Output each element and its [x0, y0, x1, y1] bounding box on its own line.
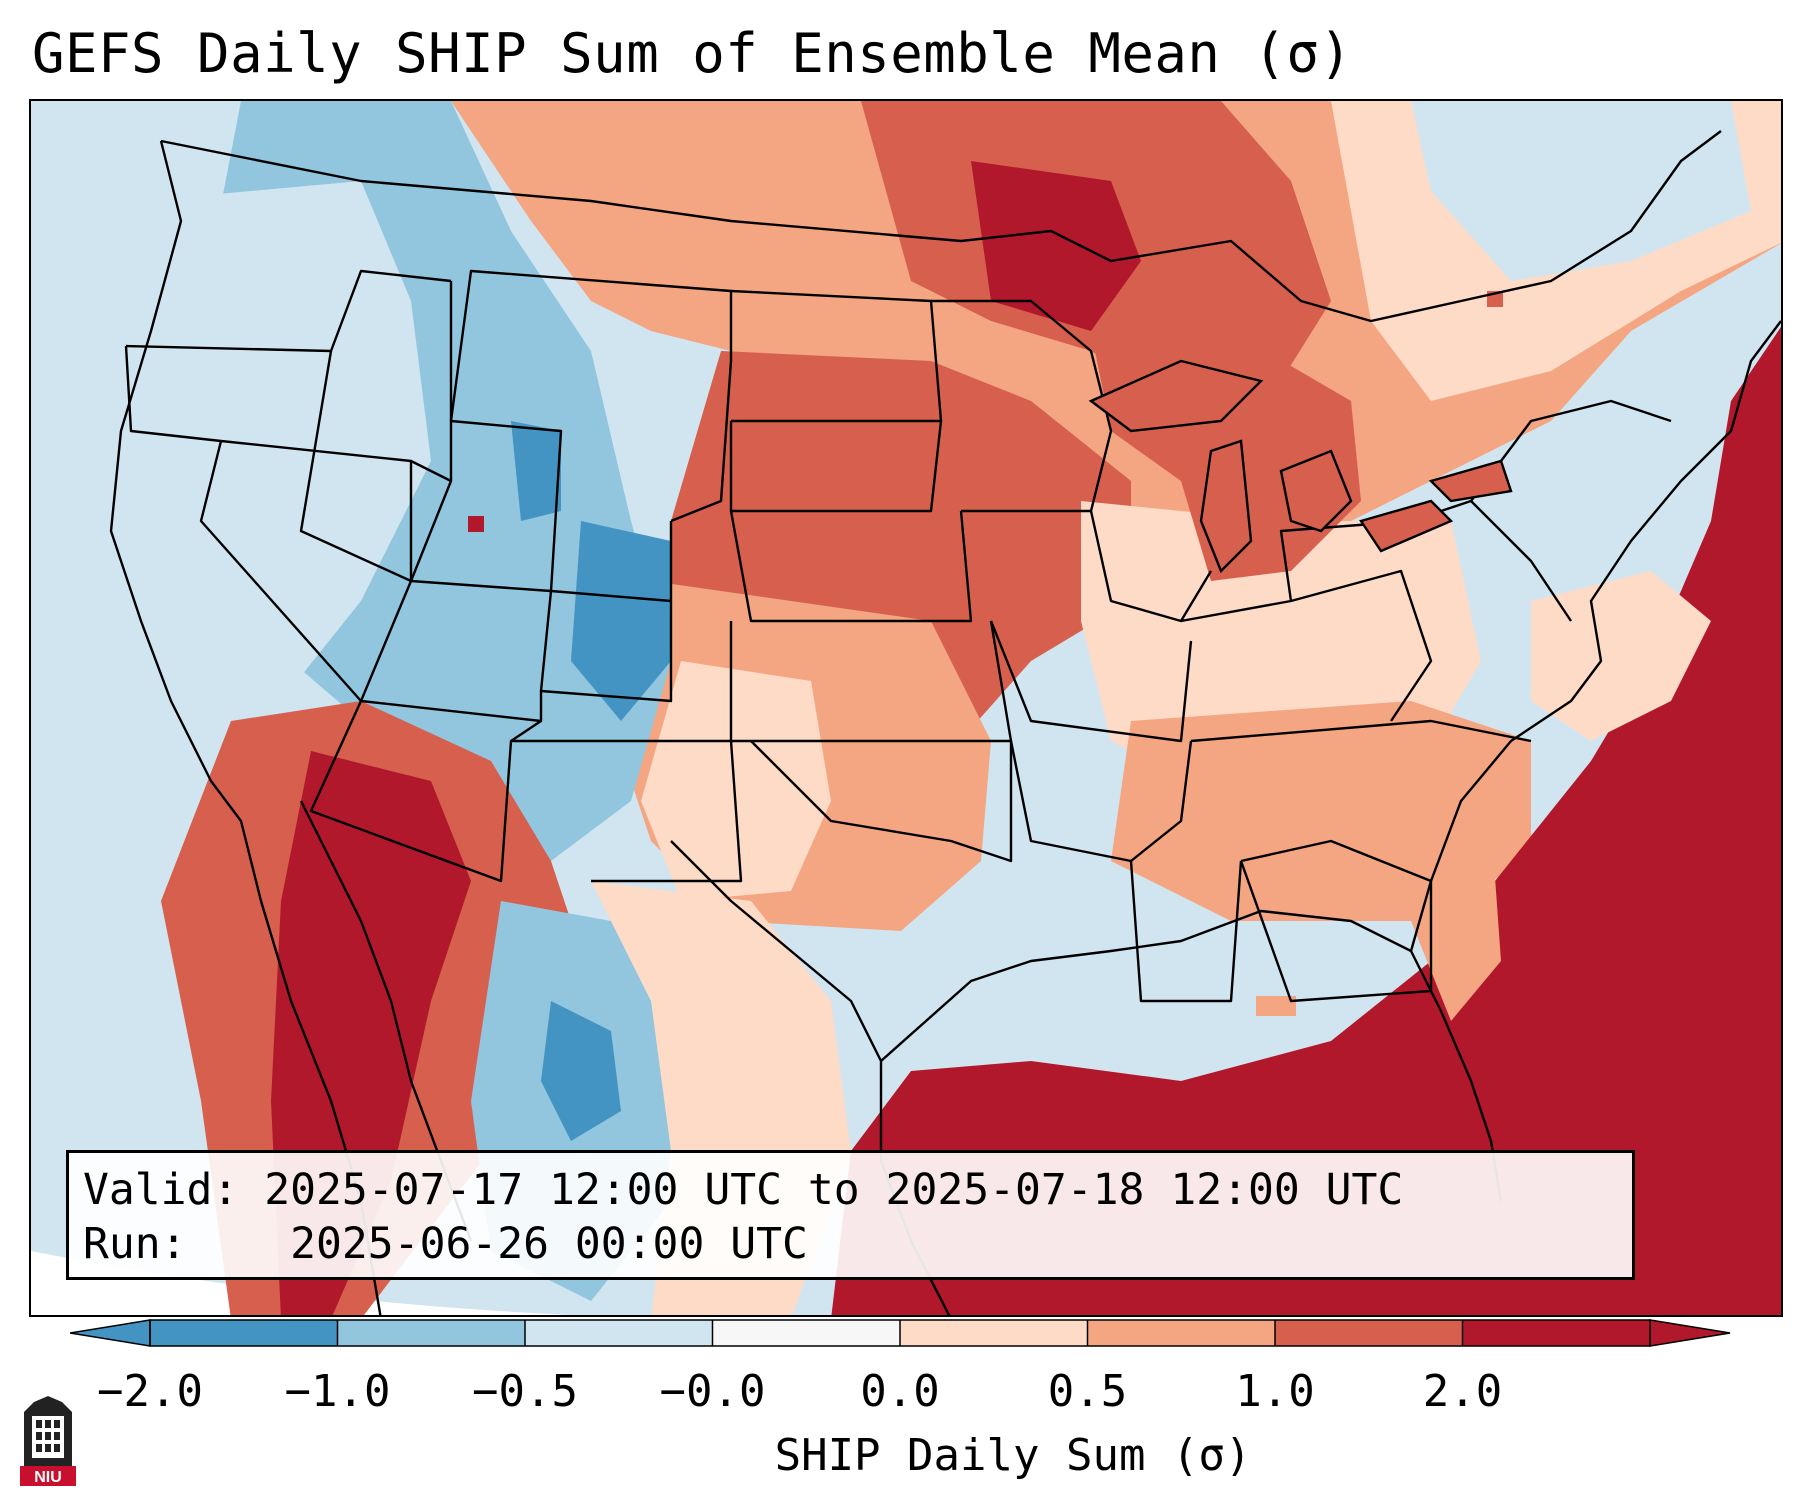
field-region-strong-negative-mexico [541, 1001, 621, 1141]
colorbar-tick-label: −0.0 [659, 1366, 766, 1417]
field-cell-gulf [1256, 996, 1296, 1016]
off-projection-area [31, 1251, 570, 1315]
field-region-strong-negative-wyoming [511, 421, 561, 521]
colorbar-segment-7 [1462, 1320, 1650, 1346]
valid-label: Valid: [83, 1165, 239, 1215]
run-value: 2025-06-26 00:00 UTC [290, 1219, 808, 1269]
logo-text: NIU [34, 1469, 62, 1486]
colorbar-segment-6 [1275, 1320, 1463, 1346]
field-region-extreme-gulf-atlantic [831, 326, 1781, 1315]
validity-info-box: Valid: 2025-07-17 12:00 UTC to 2025-07-1… [66, 1150, 1635, 1280]
colorbar-tick-label: 1.0 [1235, 1366, 1315, 1417]
colorbar-tick-label: 0.5 [1047, 1366, 1128, 1417]
shaded-field-map [31, 101, 1781, 1315]
colorbar-extend-high [1649, 1319, 1731, 1347]
map-panel[interactable] [29, 99, 1783, 1317]
niu-logo-icon: NIU [20, 1396, 76, 1486]
field-region-low-atlantic [1531, 571, 1711, 741]
colorbar-label: SHIP Daily Sum (σ) [774, 1430, 1252, 1481]
colorbar-extend-low [70, 1319, 151, 1347]
colorbar-tick-label: −2.0 [97, 1366, 203, 1417]
field-cell-utah [468, 516, 484, 532]
colorbar-tick-label: −0.5 [472, 1366, 578, 1417]
field-region-moderate-florida [1411, 801, 1501, 1021]
field-region-neutral-pacific-nw [121, 181, 431, 701]
great-lakes [1088, 359, 1513, 574]
map-title: GEFS Daily SHIP Sum of Ensemble Mean (σ) [32, 22, 1353, 85]
colorbar-tick-label: 0.0 [860, 1366, 940, 1417]
field-region-strong-negative-colorado [571, 521, 671, 721]
colorbar-segment-2 [525, 1320, 713, 1346]
colorbar-segment-0 [150, 1320, 338, 1346]
political-boundaries [109, 130, 1781, 1315]
field-region-neutral-northeast [1411, 101, 1751, 281]
colorbar [70, 1319, 1731, 1347]
colorbar-tick-label: 2.0 [1422, 1366, 1503, 1417]
colorbar-segment-3 [712, 1320, 900, 1346]
colorbar-segment-1 [337, 1320, 525, 1346]
run-label: Run: [83, 1219, 187, 1269]
colorbar-segment-5 [1087, 1320, 1275, 1346]
colorbar-tick-label: −1.0 [284, 1366, 391, 1417]
field-region-low-southern-plains [641, 661, 831, 901]
colorbar-segment-4 [900, 1320, 1088, 1346]
valid-value: 2025-07-17 12:00 UTC to 2025-07-18 12:00… [264, 1165, 1404, 1215]
colorbar-outline [149, 1319, 1651, 1347]
field-region-extreme-north [971, 161, 1141, 331]
